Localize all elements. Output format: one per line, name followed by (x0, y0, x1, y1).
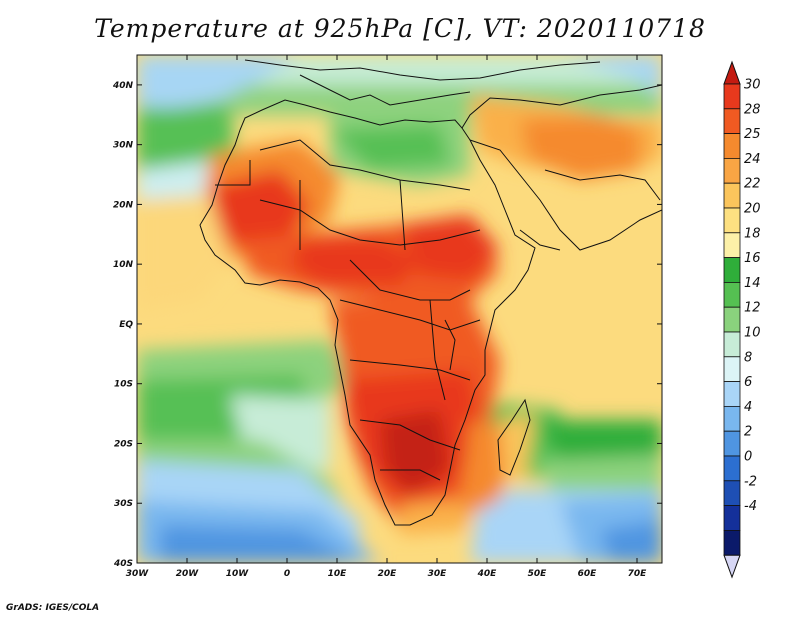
colorbar-swatch (723, 108, 741, 135)
lon-tick-label: 70E (628, 569, 648, 579)
axis-ticks (136, 55, 662, 564)
colorbar-swatch (723, 182, 741, 209)
lon-tick-labels: 30W 20W 10W 0 10E 20E 30E 40E 50E 60E 70E (126, 569, 647, 579)
colorbar-swatch (723, 430, 741, 457)
lat-tick-labels: 40N 30N 20N 10N EQ 10S 20S 30S 40S (112, 81, 134, 569)
lon-tick-label: 40E (477, 569, 498, 579)
colorbar-swatch (723, 83, 741, 110)
lon-tick-label: 30E (428, 569, 448, 579)
lon-tick-label: 60E (578, 569, 598, 579)
colorbar-swatch (723, 505, 741, 531)
lon-tick-label: 20W (176, 569, 200, 579)
credit-text: GrADS: IGES/COLA (6, 603, 100, 613)
lat-tick-label: 40S (113, 559, 133, 569)
colorbar-label: 28 (744, 102, 761, 117)
lat-tick-label: 10S (114, 380, 133, 390)
colorbar-label: 14 (744, 276, 761, 291)
colorbar-label: 20 (744, 202, 761, 217)
colorbar-label: 22 (744, 177, 761, 192)
map-frame (136, 54, 663, 564)
temperature-field (137, 55, 662, 563)
colorbar-label: 8 (744, 350, 752, 365)
colorbar-label: 10 (744, 326, 761, 341)
colorbar-label: 4 (744, 400, 752, 415)
lat-tick-label: 40N (112, 81, 134, 91)
colorbar-label: 25 (744, 127, 761, 142)
lat-tick-label: 20N (113, 200, 134, 210)
colorbar-swatch (723, 530, 741, 556)
lat-tick-label: 20S (114, 439, 133, 449)
coastlines (199, 59, 662, 526)
lat-tick-label: EQ (119, 320, 133, 330)
lon-tick-label: 10W (226, 569, 250, 579)
map-title: Temperature at 925hPa [C], VT: 202011071… (94, 14, 706, 43)
lon-tick-label: 50E (528, 569, 548, 579)
colorbar-bottom-arrow (723, 554, 741, 579)
colorbar-swatch (723, 133, 741, 159)
lat-tick-label: 30S (114, 499, 133, 509)
colorbar-swatch (723, 207, 741, 234)
colorbar-swatch (723, 157, 741, 184)
colorbar-swatch (723, 331, 741, 358)
lat-tick-label: 10N (113, 260, 134, 270)
lon-tick-label: 10E (328, 569, 348, 579)
colorbar-swatch (723, 232, 741, 259)
colorbar-label: 12 (744, 301, 761, 316)
lat-tick-label: 30N (113, 141, 134, 151)
colorbar-swatch (723, 306, 741, 333)
colorbar-label: 18 (744, 226, 761, 241)
lon-tick-label: 0 (284, 569, 290, 579)
colorbar-label: 0 (744, 450, 752, 465)
lon-tick-label: 30W (126, 569, 150, 579)
colorbar-swatch (723, 405, 741, 432)
colorbar-swatch (723, 381, 741, 407)
colorbar (723, 60, 741, 579)
colorbar-swatch (723, 480, 741, 506)
colorbar-label: -4 (744, 499, 757, 514)
colorbar-swatch (723, 257, 741, 283)
colorbar-label: -2 (744, 474, 757, 489)
colorbar-swatch (723, 281, 741, 308)
colorbar-swatch (723, 356, 741, 382)
colorbar-label: 24 (744, 152, 761, 167)
colorbar-swatch (723, 455, 741, 482)
colorbar-label: 6 (744, 375, 752, 390)
colorbar-label: 30 (744, 78, 761, 93)
lon-tick-label: 20E (378, 569, 398, 579)
colorbar-label: 2 (744, 425, 752, 440)
colorbar-label: 16 (744, 251, 761, 266)
colorbar-top-arrow (723, 60, 741, 85)
